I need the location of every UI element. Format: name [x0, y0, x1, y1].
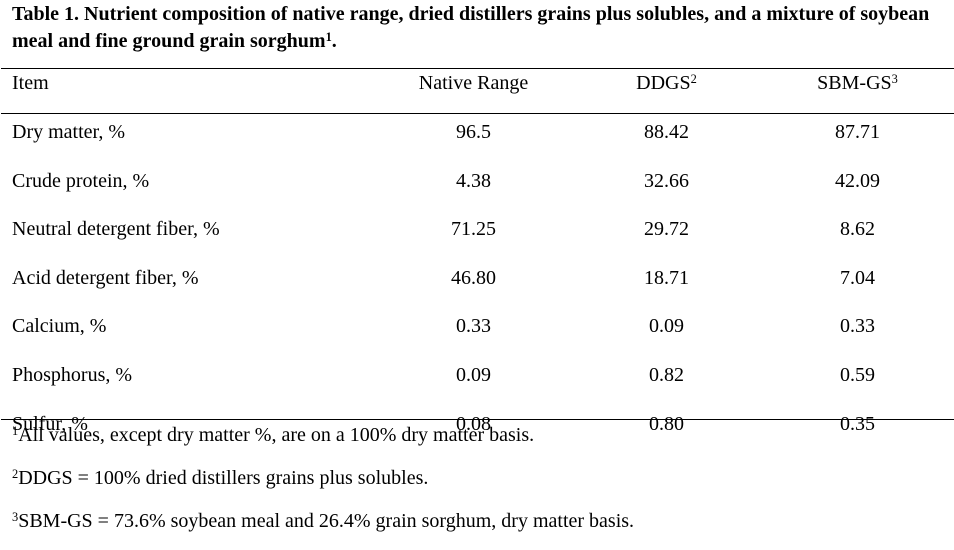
- table-row: Crude protein, % 4.38 32.66 42.09: [0, 165, 954, 214]
- cell-item: Dry matter, %: [12, 121, 126, 143]
- footnote-mark: 1: [12, 424, 19, 439]
- nutrient-table: Item Native Range DDGS2 SBM-GS3 Dry matt…: [0, 69, 954, 456]
- cell-item: Neutral detergent fiber, %: [12, 218, 220, 241]
- cell-ddgs: 32.66: [644, 169, 689, 192]
- table-caption-footnote-mark: 1: [325, 30, 332, 45]
- cell-ddgs: 29.72: [644, 218, 689, 241]
- footnote-mark: 3: [12, 510, 19, 525]
- cell-ddgs: 88.42: [644, 121, 689, 143]
- header-ddgs: DDGS2: [572, 69, 761, 116]
- cell-ddgs: 0.80: [649, 412, 684, 435]
- table-caption-text: Table 1. Nutrient composition of native …: [12, 3, 930, 52]
- cell-native-range: 96.5: [456, 121, 491, 143]
- table-footnotes: 1All values, except dry matter %, are on…: [12, 421, 942, 550]
- table-row: Dry matter, % 96.5 88.42 87.71: [0, 116, 954, 165]
- footnote-text: SBM-GS = 73.6% soybean meal and 26.4% gr…: [18, 510, 635, 532]
- cell-sbm-gs: 0.59: [840, 363, 875, 386]
- table-bottom-rule: [1, 419, 954, 420]
- header-sbm-gs: SBM-GS3: [761, 69, 954, 116]
- cell-sbm-gs: 42.09: [835, 169, 880, 192]
- cell-native-range: 0.09: [456, 363, 491, 386]
- header-native-range: Native Range: [418, 72, 529, 94]
- cell-native-range: 71.25: [451, 218, 496, 241]
- table-caption-period: .: [331, 30, 337, 52]
- footnote-3: 3SBM-GS = 73.6% soybean meal and 26.4% g…: [12, 507, 942, 550]
- footnote-2: 2DDGS = 100% dried distillers grains plu…: [12, 464, 942, 507]
- cell-item: Sulfur, %: [12, 412, 88, 435]
- table-row: Sulfur, % 0.08 0.80 0.35: [0, 408, 954, 457]
- table-row: Calcium, % 0.33 0.09 0.33: [0, 310, 954, 359]
- cell-native-range: 0.08: [456, 412, 491, 435]
- header-ddgs-footnote-mark: 2: [690, 72, 697, 87]
- footnote-1: 1All values, except dry matter %, are on…: [12, 421, 942, 464]
- cell-sbm-gs: 0.33: [840, 315, 875, 338]
- cell-ddgs: 0.09: [649, 315, 684, 338]
- cell-sbm-gs: 7.04: [840, 266, 875, 289]
- header-item: Item: [12, 72, 49, 94]
- cell-item: Crude protein, %: [12, 169, 150, 192]
- cell-item: Calcium, %: [12, 315, 107, 338]
- footnote-text: DDGS = 100% dried distillers grains plus…: [18, 467, 429, 489]
- header-sbm-gs-label: SBM-GS: [817, 72, 892, 94]
- table-header-rule: [1, 113, 954, 114]
- cell-native-range: 4.38: [456, 169, 491, 192]
- cell-item: Acid detergent fiber, %: [12, 266, 199, 289]
- cell-ddgs: 18.71: [644, 266, 689, 289]
- header-ddgs-label: DDGS: [636, 72, 691, 94]
- cell-native-range: 46.80: [451, 266, 496, 289]
- table-caption: Table 1. Nutrient composition of native …: [12, 1, 942, 55]
- header-sbm-gs-footnote-mark: 3: [891, 72, 898, 87]
- cell-native-range: 0.33: [456, 315, 491, 338]
- table-row: Phosphorus, % 0.09 0.82 0.59: [0, 359, 954, 408]
- cell-sbm-gs: 0.35: [840, 412, 875, 435]
- footnote-text: All values, except dry matter %, are on …: [18, 424, 535, 446]
- table-row: Neutral detergent fiber, % 71.25 29.72 8…: [0, 213, 954, 262]
- cell-ddgs: 0.82: [649, 363, 684, 386]
- cell-sbm-gs: 8.62: [840, 218, 875, 241]
- footnote-mark: 2: [12, 467, 19, 482]
- table-row: Acid detergent fiber, % 46.80 18.71 7.04: [0, 262, 954, 311]
- cell-item: Phosphorus, %: [12, 363, 133, 386]
- cell-sbm-gs: 87.71: [835, 121, 880, 143]
- table-header-row: Item Native Range DDGS2 SBM-GS3: [0, 69, 954, 116]
- table-top-rule: [1, 68, 954, 69]
